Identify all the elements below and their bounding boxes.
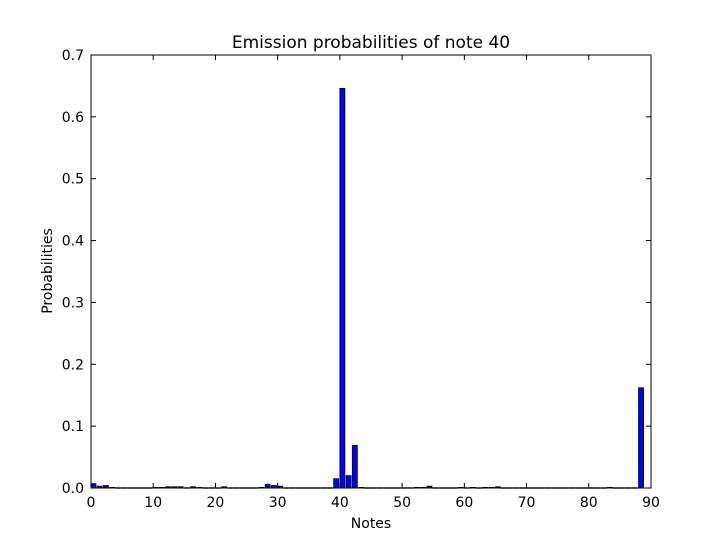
y-tick-label-0.0: 0.0 bbox=[62, 481, 84, 497]
x-tick-label-90: 90 bbox=[642, 495, 660, 511]
plot-frame bbox=[90, 54, 652, 489]
x-tick-label-0: 0 bbox=[87, 495, 96, 511]
x-tick-label-60: 60 bbox=[455, 495, 473, 511]
bar-note-39 bbox=[333, 478, 340, 489]
y-tick-label-0.7: 0.7 bbox=[62, 48, 84, 64]
y-tick-label-0.3: 0.3 bbox=[62, 295, 84, 311]
ticks-layer: 0 10 20 30 40 50 60 70 80 90 0.0 0.1 0.2 0.3 0.4 0.5 0.6… bbox=[62, 48, 660, 511]
x-tick-label-20: 20 bbox=[207, 495, 225, 511]
bar-note-40 bbox=[339, 88, 346, 489]
bars-layer bbox=[90, 88, 644, 489]
y-tick-label-0.6: 0.6 bbox=[62, 110, 84, 126]
bar-note-0 bbox=[90, 483, 97, 489]
bar-note-41 bbox=[345, 475, 352, 489]
y-tick-label-0.5: 0.5 bbox=[62, 172, 84, 188]
bar-note-28 bbox=[264, 483, 271, 489]
x-tick-label-40: 40 bbox=[331, 495, 349, 511]
chart-title: Emission probabilities of note 40 bbox=[232, 33, 510, 53]
x-axis-label: Notes bbox=[351, 516, 391, 532]
x-tick-label-30: 30 bbox=[269, 495, 287, 511]
x-tick-label-10: 10 bbox=[144, 495, 162, 511]
x-tick-label-70: 70 bbox=[518, 495, 536, 511]
y-tick-label-0.1: 0.1 bbox=[62, 419, 84, 435]
y-axis-label: Probabilities bbox=[40, 228, 56, 314]
bar-note-88 bbox=[638, 387, 644, 489]
y-tick-label-0.4: 0.4 bbox=[62, 234, 84, 250]
x-tick-label-50: 50 bbox=[393, 495, 411, 511]
y-tick-label-0.2: 0.2 bbox=[62, 357, 84, 373]
x-tick-label-80: 80 bbox=[580, 495, 598, 511]
bar-note-42 bbox=[351, 444, 358, 489]
